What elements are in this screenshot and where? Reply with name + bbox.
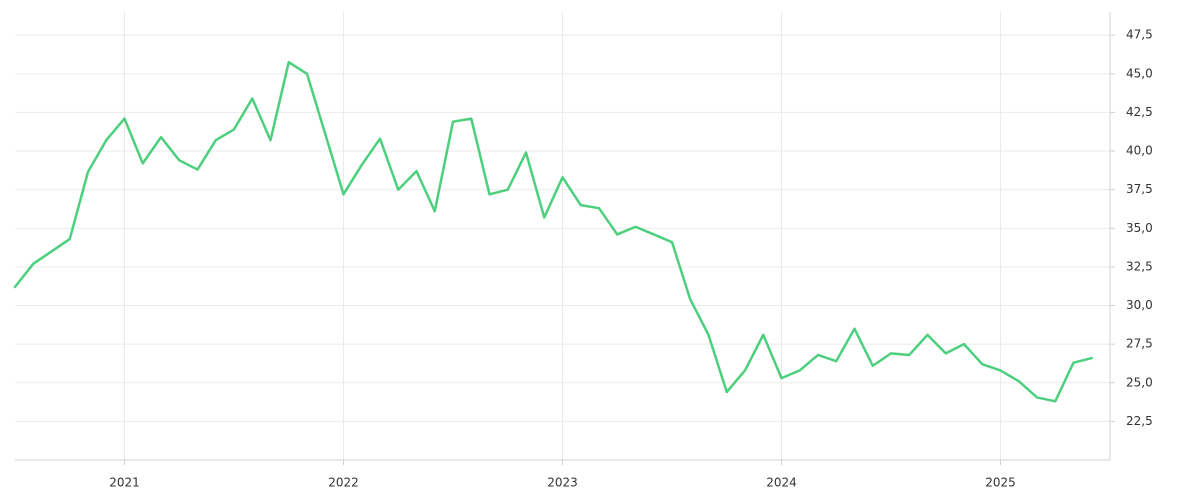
y-tick-label: 40,0 (1126, 144, 1153, 158)
y-tick-label: 27,5 (1126, 337, 1153, 351)
y-tick-label: 35,0 (1126, 221, 1153, 235)
x-tick-label: 2025 (985, 476, 1016, 490)
x-tick-label: 2021 (109, 476, 140, 490)
y-tick-label: 42,5 (1126, 105, 1153, 119)
x-tick-label: 2024 (766, 476, 797, 490)
x-tick-label: 2023 (547, 476, 578, 490)
y-tick-label: 22,5 (1126, 414, 1153, 428)
line-series (13, 60, 1093, 403)
y-tick-label: 32,5 (1126, 259, 1153, 273)
x-tick-label: 2022 (328, 476, 359, 490)
y-tick-label: 37,5 (1126, 182, 1153, 196)
y-tick-label: 25,0 (1126, 375, 1153, 389)
y-tick-label: 30,0 (1126, 298, 1153, 312)
y-tick-label: 45,0 (1126, 66, 1153, 80)
y-tick-label: 47,5 (1126, 28, 1153, 42)
